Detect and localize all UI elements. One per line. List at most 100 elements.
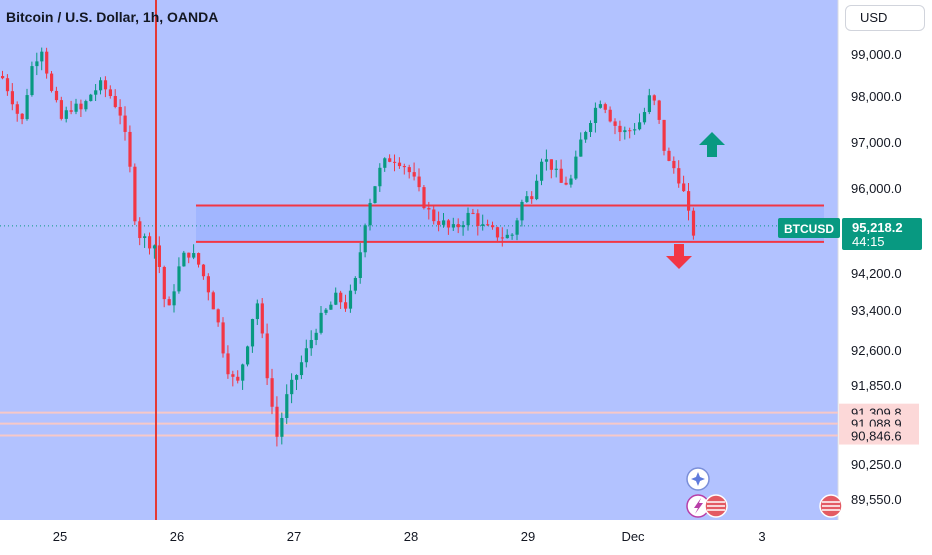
candle-body — [94, 90, 98, 95]
candle-body — [35, 61, 39, 67]
up-arrow-icon[interactable] — [699, 132, 725, 157]
candle-body — [334, 292, 338, 305]
symbol-price-tag[interactable]: BTCUSD 95,218.2 44:15 — [778, 218, 922, 250]
candle-body — [662, 119, 666, 151]
candle-body — [187, 252, 191, 258]
candle-body — [544, 159, 549, 162]
candle-body — [74, 103, 78, 112]
candle-body — [54, 90, 59, 101]
candle-body — [461, 225, 465, 228]
candle-body — [285, 394, 289, 418]
x-tick-label: 29 — [521, 529, 535, 544]
candle-body — [344, 302, 348, 309]
candle-body — [388, 158, 392, 162]
candle-body — [15, 104, 19, 114]
candle-body — [118, 106, 122, 116]
candle-body — [197, 253, 201, 265]
candle-body — [260, 303, 264, 334]
candle-body — [182, 252, 186, 267]
candle-body — [314, 332, 318, 340]
candle-body — [25, 95, 29, 120]
x-tick-label: 3 — [758, 529, 765, 544]
candle-body — [123, 115, 127, 132]
price-axis[interactable] — [838, 0, 932, 550]
candle-body — [5, 78, 10, 92]
candle-body — [451, 224, 455, 228]
candle-body — [682, 183, 686, 192]
candle-body — [564, 182, 568, 185]
candle-body — [172, 291, 176, 306]
candle-body — [657, 100, 661, 120]
candle-body — [358, 252, 362, 278]
candle-body — [319, 312, 323, 333]
candle-body — [69, 110, 73, 112]
candle-body — [348, 290, 353, 309]
candle-body — [246, 346, 250, 365]
candle-body — [515, 220, 519, 235]
candle-body — [79, 103, 83, 110]
candle-body — [241, 364, 245, 381]
candle-body — [99, 80, 103, 91]
candle-body — [491, 225, 495, 228]
candle-body — [221, 322, 225, 354]
candle-body — [304, 348, 308, 363]
candle-body — [45, 51, 49, 74]
candle-body — [525, 196, 529, 202]
candle-body — [471, 212, 475, 214]
candle-body — [143, 236, 147, 239]
candle-body — [603, 104, 607, 110]
candle-body — [280, 417, 284, 437]
x-tick-label: 26 — [170, 529, 184, 544]
y-tick-label: 91,850.0 — [851, 378, 902, 393]
candle-body — [40, 51, 44, 62]
us-flag-stripes-2 — [822, 501, 840, 511]
candle-body — [486, 224, 490, 226]
y-tick-label: 94,200.0 — [851, 266, 902, 281]
y-tick-label: 96,000.0 — [851, 181, 902, 196]
candle-body — [368, 202, 372, 226]
candle-body — [216, 309, 220, 323]
candle-body — [383, 158, 387, 168]
y-tick-label: 93,400.0 — [851, 303, 902, 318]
time-axis[interactable] — [0, 520, 838, 550]
candle-body — [265, 333, 269, 379]
candle-body — [363, 225, 367, 253]
y-tick-label: 99,000.0 — [851, 47, 902, 62]
last-price-label: 95,218.2 — [852, 220, 903, 235]
candle-body — [500, 237, 504, 239]
candle-body — [20, 113, 24, 120]
plot-background — [0, 0, 838, 520]
candle-body — [584, 132, 588, 140]
range-zone[interactable] — [196, 205, 824, 242]
candle-body — [339, 292, 343, 303]
candle-body — [192, 253, 196, 258]
candle-body — [108, 89, 112, 97]
candle-body — [402, 166, 406, 168]
candle-body — [687, 191, 691, 211]
news-icons[interactable] — [686, 467, 843, 518]
candle-body — [10, 91, 14, 105]
candle-body — [148, 236, 152, 249]
candle-body — [128, 131, 132, 167]
candle-body — [549, 159, 553, 170]
candle-body — [554, 168, 558, 170]
candle-body — [476, 213, 480, 226]
symbol-label: BTCUSD — [784, 222, 834, 236]
candle-body — [412, 172, 416, 177]
currency-button[interactable]: USD — [845, 5, 925, 31]
candle-body — [442, 220, 446, 225]
candle-body — [103, 80, 108, 90]
candle-body — [505, 234, 509, 239]
down-arrow-icon[interactable] — [666, 244, 692, 269]
candle-body — [638, 122, 642, 130]
lightning-icon-glyph — [694, 498, 703, 514]
candle-body — [677, 168, 681, 184]
candle-body — [691, 210, 696, 236]
candle-body — [397, 162, 402, 167]
candle-body — [446, 220, 451, 228]
candle-body — [672, 160, 676, 169]
candle-body — [495, 227, 500, 238]
candle-body — [324, 309, 328, 313]
